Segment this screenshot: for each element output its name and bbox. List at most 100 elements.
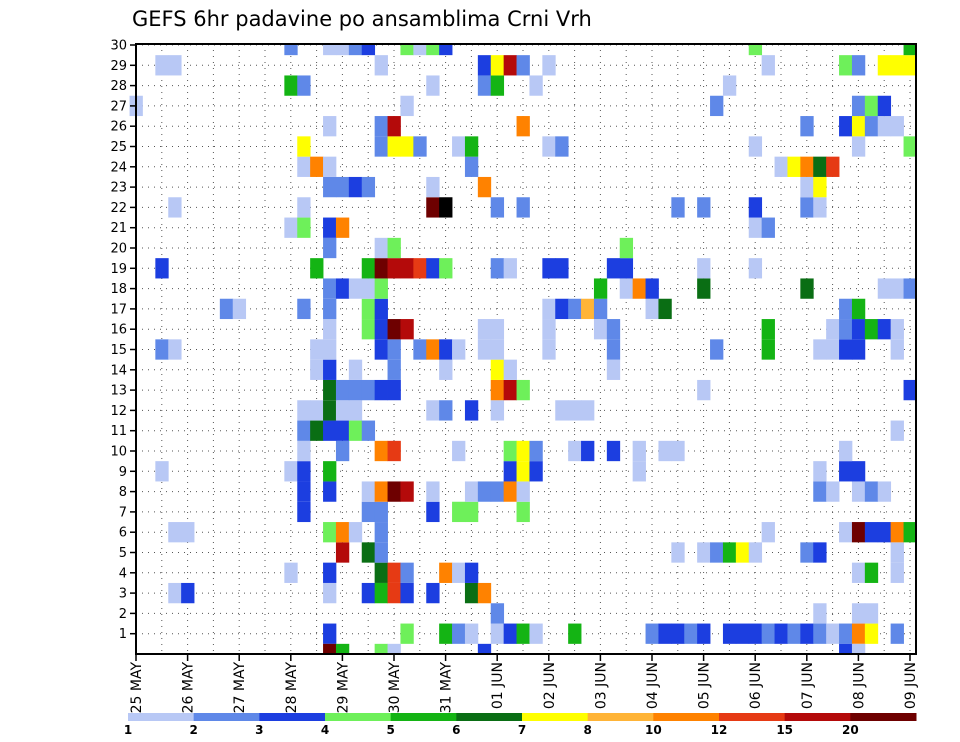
heatmap-cell <box>439 197 453 218</box>
heatmap-cell <box>851 562 866 583</box>
heatmap-cell <box>710 95 724 117</box>
y-tick-label: 3 <box>119 587 127 602</box>
heatmap-cell <box>297 298 311 320</box>
heatmap-cell <box>516 116 530 137</box>
heatmap-cell <box>761 339 775 360</box>
heatmap-cell <box>839 339 853 360</box>
heatmap-cell <box>813 156 827 177</box>
y-tick-label: 29 <box>110 59 127 74</box>
heatmap-cell <box>581 298 595 320</box>
heatmap-cell <box>542 136 556 157</box>
heatmap-cell <box>374 339 388 360</box>
x-tick-label: 25 MAY <box>129 662 145 714</box>
heatmap-cell <box>413 339 427 360</box>
heatmap-cell <box>722 623 737 644</box>
heatmap-cell <box>323 217 337 238</box>
heatmap-cell <box>464 582 479 604</box>
heatmap-cell <box>374 643 388 654</box>
heatmap-cell <box>826 339 840 360</box>
heatmap-cell <box>851 522 866 543</box>
heatmap-cell <box>851 339 866 360</box>
heatmap-cell <box>697 258 711 279</box>
heatmap-cell <box>774 156 788 177</box>
heatmap-cell <box>464 400 479 421</box>
heatmap-cell <box>374 116 388 137</box>
heatmap-cell <box>284 217 298 238</box>
heatmap-cell <box>516 461 530 482</box>
heatmap-cell <box>503 258 517 279</box>
heatmap-cell <box>477 339 492 360</box>
heatmap-cell <box>516 623 530 644</box>
heatmap-cell <box>877 116 892 137</box>
heatmap-cell <box>413 258 427 279</box>
heatmap-cell <box>323 44 337 56</box>
heatmap-cell <box>335 44 350 56</box>
x-tick-label: 09 JUN <box>903 662 919 709</box>
heatmap-cell <box>529 440 543 462</box>
heatmap-cell <box>839 440 853 462</box>
heatmap-cell <box>387 339 401 360</box>
heatmap-cell <box>722 542 737 563</box>
heatmap-cell <box>348 379 363 401</box>
x-tick-label: 28 MAY <box>284 662 300 714</box>
heatmap-cell <box>839 522 853 543</box>
heatmap-cell <box>581 440 595 462</box>
heatmap-cell <box>310 420 324 441</box>
heatmap-cell <box>297 156 311 177</box>
heatmap-cell <box>568 298 582 320</box>
heatmap-cell <box>722 75 737 96</box>
heatmap-cell <box>232 298 247 320</box>
heatmap-cell <box>387 562 401 583</box>
heatmap-cell <box>477 582 492 604</box>
heatmap-cell <box>619 237 634 259</box>
heatmap-cell <box>426 339 440 360</box>
colorbar-label: 1 <box>124 723 132 737</box>
heatmap-cell <box>593 298 608 320</box>
heatmap-cell <box>516 55 530 76</box>
y-tick-label: 26 <box>110 120 127 135</box>
heatmap-cell <box>632 278 646 299</box>
heatmap-cell <box>323 400 337 421</box>
heatmap-cell <box>452 339 466 360</box>
heatmap-cell <box>361 278 376 299</box>
heatmap-cell <box>323 359 337 380</box>
heatmap-cell <box>645 623 659 644</box>
heatmap-cell <box>168 197 182 218</box>
heatmap-cell <box>310 156 324 177</box>
heatmap-cell <box>761 319 775 340</box>
heatmap-cell <box>323 481 337 502</box>
heatmap-cell <box>348 400 363 421</box>
heatmap-cell <box>516 379 530 401</box>
heatmap-cell <box>619 258 634 279</box>
heatmap-cell <box>477 643 492 654</box>
heatmap-cell <box>864 623 879 644</box>
heatmap-cell <box>464 481 479 502</box>
heatmap-cell <box>323 562 337 583</box>
heatmap-cell <box>413 136 427 157</box>
heatmap-cell <box>323 420 337 441</box>
heatmap-cell <box>864 481 879 502</box>
heatmap-cell <box>490 359 505 380</box>
heatmap-cell <box>374 542 388 563</box>
heatmap-cell <box>439 400 453 421</box>
heatmap-cell <box>593 278 608 299</box>
colorbar-swatch <box>719 713 786 721</box>
heatmap-cell <box>503 623 517 644</box>
heatmap-cell <box>813 603 827 624</box>
heatmap-cell <box>839 116 853 137</box>
heatmap-cell <box>426 400 440 421</box>
heatmap-cell <box>490 319 505 340</box>
heatmap-cell <box>310 258 324 279</box>
heatmap-cell <box>323 461 337 482</box>
heatmap-cell <box>490 55 505 76</box>
heatmap-cell <box>387 319 401 340</box>
y-tick-label: 15 <box>110 343 127 358</box>
heatmap-cell <box>374 237 388 259</box>
heatmap-cell <box>168 339 182 360</box>
heatmap-cell <box>297 217 311 238</box>
y-tick-label: 6 <box>119 526 127 541</box>
colorbar-swatch <box>653 713 720 721</box>
y-tick-label: 16 <box>110 323 127 338</box>
heatmap-cell <box>297 461 311 482</box>
